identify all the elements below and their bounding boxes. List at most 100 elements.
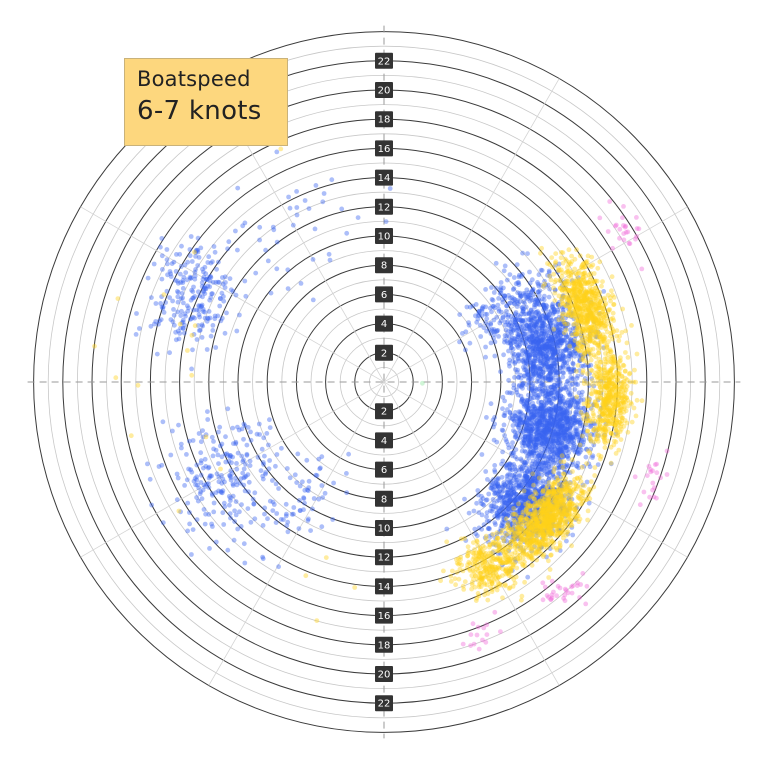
data-point — [520, 308, 526, 314]
data-point — [543, 333, 549, 338]
data-point — [472, 526, 478, 532]
data-point — [513, 317, 519, 322]
data-point — [528, 420, 534, 426]
data-point — [536, 419, 542, 425]
data-point — [552, 357, 558, 362]
data-point — [568, 430, 574, 435]
data-point — [563, 327, 569, 333]
data-point — [602, 340, 607, 345]
data-point — [564, 482, 570, 488]
data-point — [542, 346, 548, 352]
data-point — [532, 365, 538, 371]
data-point — [535, 454, 541, 459]
data-point — [484, 328, 489, 334]
data-point — [547, 376, 552, 382]
data-point — [491, 424, 496, 430]
data-point — [559, 321, 565, 327]
data-point — [510, 440, 515, 445]
data-point — [567, 343, 573, 349]
data-point — [234, 461, 239, 466]
ring-minor — [252, 250, 516, 514]
data-point — [246, 479, 252, 485]
data-point — [529, 388, 535, 394]
data-point — [537, 411, 543, 417]
data-point — [160, 306, 166, 311]
data-point — [536, 272, 542, 278]
data-point — [551, 350, 556, 356]
data-point — [509, 478, 515, 484]
data-point — [593, 329, 599, 335]
data-point — [496, 296, 501, 301]
data-point — [488, 340, 494, 346]
data-point — [594, 278, 600, 284]
data-point — [573, 382, 579, 387]
data-point — [543, 353, 549, 359]
data-point — [575, 363, 581, 368]
data-point — [502, 322, 508, 328]
data-point — [550, 337, 556, 343]
data-point — [555, 381, 560, 386]
data-point — [294, 205, 300, 210]
data-point — [516, 351, 521, 357]
data-point — [276, 564, 281, 570]
data-point — [573, 380, 578, 385]
data-point — [540, 352, 546, 357]
data-point — [509, 472, 515, 478]
data-point — [206, 309, 212, 314]
data-point — [506, 334, 512, 339]
data-point — [631, 405, 637, 411]
data-point — [566, 399, 572, 405]
data-point — [494, 439, 500, 445]
data-point — [541, 305, 547, 311]
data-point — [558, 422, 563, 428]
data-point — [552, 309, 557, 315]
data-point — [181, 300, 186, 306]
data-point — [159, 462, 165, 468]
data-point — [266, 466, 272, 472]
data-point — [497, 489, 502, 494]
data-point — [552, 290, 558, 296]
data-point — [531, 443, 537, 449]
data-point — [535, 346, 541, 352]
data-point — [298, 281, 304, 286]
data-point — [530, 369, 536, 375]
data-point — [204, 347, 210, 352]
data-point — [508, 342, 514, 347]
data-point — [265, 516, 270, 522]
data-point — [551, 382, 557, 388]
data-point — [223, 434, 228, 440]
data-point — [549, 431, 555, 437]
data-point — [552, 361, 557, 367]
data-point — [532, 358, 538, 364]
data-point — [216, 461, 221, 466]
data-point — [568, 382, 573, 388]
data-point — [521, 460, 527, 466]
data-point — [568, 345, 573, 350]
data-point — [556, 377, 562, 383]
data-point — [539, 320, 545, 326]
data-point — [551, 390, 556, 396]
data-point — [543, 353, 549, 359]
data-point — [533, 437, 539, 443]
data-point — [536, 334, 542, 340]
data-point — [493, 522, 498, 527]
data-point — [528, 318, 534, 323]
data-point — [605, 418, 611, 424]
data-point — [591, 442, 597, 448]
data-point — [540, 320, 546, 325]
data-point — [560, 324, 566, 330]
data-point — [168, 452, 174, 458]
data-point — [542, 344, 547, 350]
data-point — [149, 295, 154, 300]
data-point — [512, 361, 518, 366]
data-point — [506, 462, 512, 467]
data-point — [555, 343, 561, 349]
data-point — [273, 520, 279, 525]
data-point — [273, 463, 278, 469]
data-point — [537, 432, 542, 438]
data-point — [222, 330, 228, 336]
data-point — [569, 331, 574, 337]
data-point — [499, 309, 504, 315]
data-point — [533, 464, 539, 470]
data-point — [565, 334, 571, 340]
